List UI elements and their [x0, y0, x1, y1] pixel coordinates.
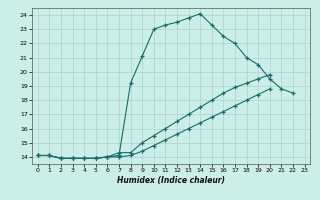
- X-axis label: Humidex (Indice chaleur): Humidex (Indice chaleur): [117, 176, 225, 185]
